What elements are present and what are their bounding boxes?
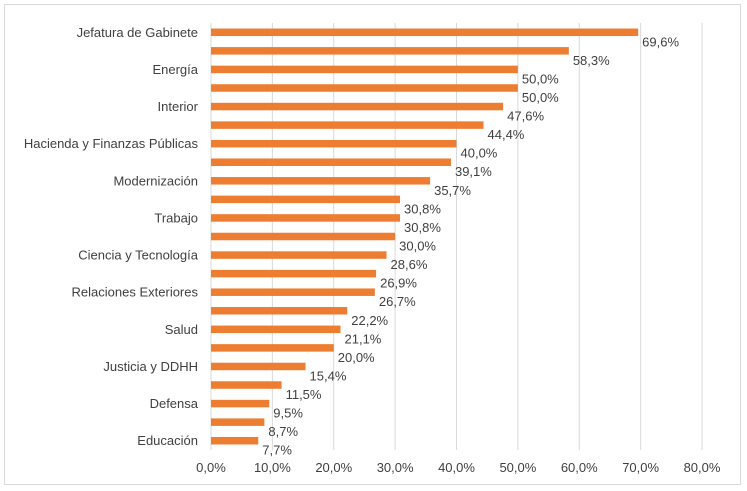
x-tick-label: 30,0% [377,460,414,475]
bar [211,84,518,92]
x-tick-label: 40,0% [438,460,475,475]
bar [211,399,270,408]
x-tick-label: 80,0% [684,460,721,475]
gridlines [210,23,703,450]
category-label: Relaciones Exteriores [72,285,199,300]
data-label: 20,0% [338,350,375,365]
x-tick-label: 70,0% [622,460,659,475]
data-label: 58,3% [573,53,610,68]
bar [211,102,504,111]
data-label: 39,1% [455,164,492,179]
category-label: Ciencia y Tecnología [78,248,198,263]
bar [211,139,457,148]
category-label: Jefatura de Gabinete [77,25,198,40]
category-label: Trabajo [154,210,198,225]
data-label: 15,4% [310,368,347,383]
data-label: 35,7% [434,183,471,198]
data-label: 28,6% [391,257,428,272]
bar [211,344,334,352]
x-tick-label: 60,0% [561,460,598,475]
data-label: 44,4% [488,127,525,142]
category-label: Interior [158,99,199,114]
x-tick-label: 10,0% [254,460,291,475]
data-label: 26,7% [379,294,416,309]
bar [211,362,306,371]
data-label: 50,0% [522,90,559,105]
category-label: Hacienda y Finanzas Públicas [24,136,199,151]
category-label: Salud [165,322,198,337]
bar [211,325,341,334]
data-label: 30,8% [404,220,441,235]
data-label: 30,0% [399,239,436,254]
x-tick-label: 0,0% [196,460,226,475]
category-label: Modernización [113,173,198,188]
data-label: 22,2% [351,313,388,328]
category-label: Energía [152,62,198,77]
bar [211,381,282,389]
data-label: 7,7% [262,443,292,458]
bar [211,65,518,74]
bar [211,307,348,315]
bar [211,436,259,445]
category-label: Justicia y DDHH [103,359,198,374]
bar [211,269,377,278]
category-label: Educación [137,433,198,448]
bar [211,232,396,241]
x-axis-tick-labels: 0,0% 10,0% 20,0% 30,0% 40,0% 50,0% 60,0% 70,0% 8… [196,460,721,475]
category-labels: Jefatura de Gabinete Energía Interior Hacie… [24,25,199,448]
bar [211,28,639,37]
data-label: 50,0% [522,71,559,86]
data-label: 8,7% [268,424,298,439]
bar [211,418,265,426]
bar [211,158,451,166]
x-tick-label: 50,0% [499,460,536,475]
data-label: 26,9% [380,276,417,291]
bar [211,288,375,296]
data-labels: 69,6% 58,3% 50,0% 50,0% 47,6% 44,4% 40,0% 39,1%… [262,34,679,457]
data-label: 40,0% [461,146,498,161]
bar [211,195,401,204]
bar [211,177,431,185]
category-label: Defensa [150,396,199,411]
data-label: 30,8% [404,201,441,216]
data-label: 69,6% [642,34,679,49]
data-label: 9,5% [273,406,303,421]
bars [211,28,639,445]
chart-frame [4,4,741,485]
data-label: 11,5% [286,387,322,402]
data-label: 21,1% [345,331,382,346]
x-tick-label: 20,0% [315,460,352,475]
data-label: 47,6% [507,109,544,124]
bar [211,121,484,129]
bar [211,214,401,222]
bar [211,251,387,259]
bar [211,47,569,55]
